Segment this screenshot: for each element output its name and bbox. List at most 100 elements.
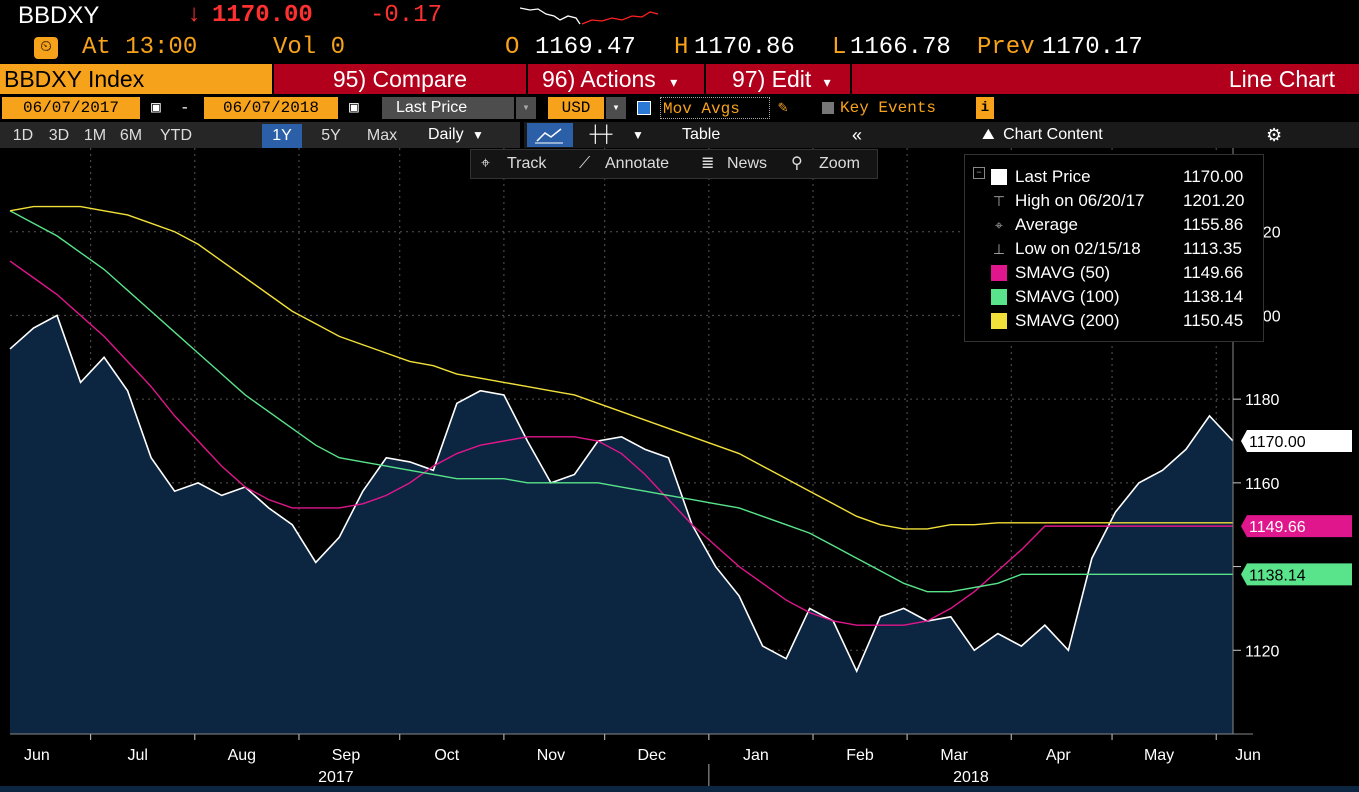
annotate-pencil-icon: ⟋	[579, 155, 591, 172]
legend-item[interactable]: SMAVG (200) 1150.45	[965, 309, 1261, 333]
line-chart-icon[interactable]	[527, 123, 573, 147]
key-events-checkbox[interactable]	[822, 102, 834, 114]
zoom-button[interactable]: Zoom	[819, 155, 860, 172]
series-line-smavg-200	[9, 205, 1233, 530]
open-label: O	[505, 34, 520, 61]
period-ytd[interactable]: YTD	[160, 127, 192, 144]
price-tag-label: 1138.14	[1249, 567, 1306, 584]
field-select[interactable]: Last Price	[382, 97, 514, 119]
legend-label: SMAVG (50)	[1015, 263, 1111, 282]
frequency-label: Daily	[428, 126, 464, 143]
y-tick-label: 1180	[1245, 392, 1280, 409]
security-field[interactable]: BBDXY Index	[0, 64, 272, 94]
low-label: L	[832, 34, 847, 61]
series-line-smavg-50	[9, 260, 1233, 626]
legend-swatch	[991, 313, 1007, 329]
info-icon[interactable]: i	[976, 97, 994, 119]
period-1y[interactable]: 1Y	[262, 124, 302, 148]
mov-avgs-checkbox[interactable]	[637, 101, 651, 115]
pencil-icon[interactable]: ✎	[778, 99, 788, 117]
price-tag-shape	[1241, 563, 1352, 586]
start-date-input[interactable]: 06/07/2017	[2, 97, 140, 119]
legend-item[interactable]: ⊥ Low on 02/15/18 1113.35	[965, 237, 1261, 261]
period-max[interactable]: Max	[366, 127, 398, 144]
price-tags: 1170.00 1149.66 1138.14	[1241, 430, 1352, 586]
chevron-down-icon[interactable]: ▾	[516, 97, 536, 119]
period-5y[interactable]: 5Y	[321, 127, 341, 144]
footer-strip	[0, 786, 1359, 792]
currency-select[interactable]: USD	[548, 97, 604, 119]
prev-value: 1170.17	[1042, 34, 1143, 61]
x-tick-label: Oct	[434, 747, 459, 764]
calendar-icon[interactable]: ▣	[151, 99, 161, 117]
news-button[interactable]: News	[727, 155, 768, 172]
price-area	[10, 315, 1233, 734]
gauge-icon[interactable]: ⏲	[34, 37, 58, 59]
legend-item[interactable]: ⌖ Average 1155.86	[965, 213, 1261, 237]
chart-tools: ⌖ Track ⟋ Annotate ≣ News ⚲ Zoom	[470, 149, 878, 179]
x-tick-label: Jun	[1235, 747, 1261, 764]
quote-header: BBDXY ↓ 1170.00 -0.17	[0, 0, 1359, 34]
track-button[interactable]: Track	[507, 155, 547, 172]
price-change: -0.17	[370, 2, 443, 29]
prev-label: Prev	[977, 34, 1035, 61]
legend-item[interactable]: SMAVG (50) 1149.66	[965, 261, 1261, 285]
period-1m[interactable]: 1M	[83, 127, 107, 144]
price-tag-label: 1149.66	[1249, 519, 1306, 536]
chart-content-button[interactable]: ⛰ Chart Content	[982, 122, 1152, 148]
legend-item[interactable]: Last Price 1170.00	[965, 165, 1261, 189]
high-label: H	[674, 34, 689, 61]
chevron-down-icon[interactable]: ▼	[632, 128, 644, 142]
price-tag-shape	[1241, 515, 1352, 538]
last-price: 1170.00	[212, 2, 313, 29]
collapse-icon[interactable]: «	[852, 125, 863, 145]
x-tick-label: Mar	[940, 747, 968, 764]
x-axis: Jun Jul Aug Sep Oct Nov Dec Jan Feb Mar Apr May Jun 2…	[10, 733, 1261, 786]
legend-label: Low on 02/15/18	[1015, 239, 1141, 258]
compare-button[interactable]: 95) Compare	[274, 64, 526, 94]
period-1d[interactable]: 1D	[12, 127, 34, 144]
year-label: 2018	[953, 769, 989, 786]
chart-content-label: Chart Content	[1003, 126, 1103, 143]
mov-avgs-label[interactable]: Mov Avgs	[660, 97, 770, 119]
low-value: 1166.78	[850, 34, 951, 61]
legend-item[interactable]: ⊤ High on 06/20/17 1201.20	[965, 189, 1261, 213]
date-separator: -	[180, 99, 190, 117]
key-events-label[interactable]: Key Events	[840, 99, 937, 117]
actions-menu[interactable]: 96) Actions ▾	[528, 64, 704, 94]
candle-icon[interactable]: ┼┼	[589, 126, 613, 143]
chevron-down-icon: ▼	[472, 128, 484, 142]
legend-label: Average	[1015, 215, 1079, 234]
chart-icon: ⛰	[982, 126, 995, 143]
volume-label: Vol 0	[273, 34, 346, 61]
x-tick-label: Jun	[24, 747, 50, 764]
gear-icon[interactable]: ⚙	[1266, 125, 1283, 145]
period-3d[interactable]: 3D	[48, 127, 70, 144]
price-tag: 1138.14	[1241, 563, 1352, 586]
legend-item[interactable]: SMAVG (100) 1138.14	[965, 285, 1261, 309]
legend-label: SMAVG (100)	[1015, 287, 1120, 306]
price-tag-shape	[1241, 430, 1352, 452]
legend-value: 1149.66	[1183, 263, 1244, 282]
period-6m[interactable]: 6M	[119, 127, 143, 144]
table-button[interactable]: Table	[682, 126, 721, 143]
calendar-icon[interactable]: ▣	[349, 99, 359, 117]
x-tick-label: May	[1144, 747, 1174, 764]
legend-label: High on 06/20/17	[1015, 191, 1145, 210]
chevron-down-icon[interactable]: ▾	[606, 97, 626, 119]
news-icon: ≣	[701, 155, 715, 172]
annotate-button[interactable]: Annotate	[605, 155, 670, 172]
x-tick-label: Sep	[332, 747, 361, 764]
low-marker-icon: ⊥	[992, 241, 1006, 257]
edit-label: 97) Edit	[732, 66, 812, 92]
average-icon: ⌖	[995, 217, 1003, 233]
legend-label: SMAVG (200)	[1015, 311, 1120, 330]
series-line-smavg-100	[9, 210, 1233, 593]
frequency-select[interactable]: Daily ▼	[428, 122, 504, 148]
collapse-legend-icon[interactable]: −	[973, 167, 985, 179]
y-tick-label: 1160	[1245, 476, 1280, 493]
end-date-input[interactable]: 06/07/2018	[204, 97, 338, 119]
edit-menu[interactable]: 97) Edit ▾	[706, 64, 850, 94]
legend-swatch	[991, 265, 1007, 281]
legend-value: 1150.45	[1183, 311, 1244, 330]
